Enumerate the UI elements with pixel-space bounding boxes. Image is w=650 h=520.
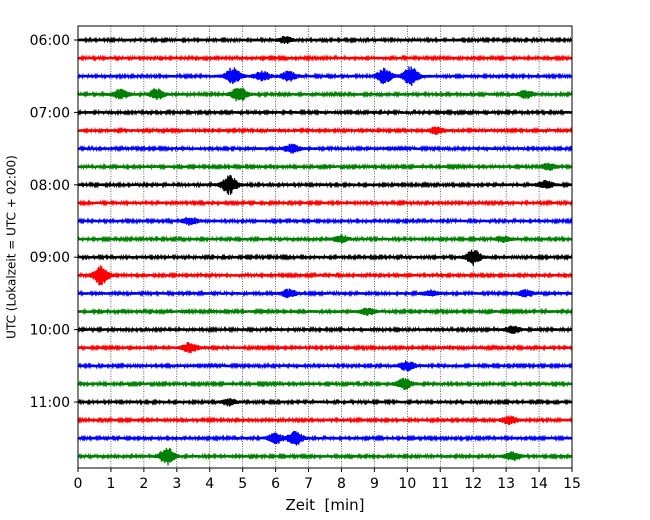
x-tick-label-3: 3 (172, 476, 181, 492)
x-tick-label-12: 12 (464, 476, 482, 492)
trace-0800 (77, 174, 573, 195)
x-tick-label-11: 11 (431, 476, 449, 492)
x-tick-label-8: 8 (337, 476, 346, 492)
grid-lines (110, 26, 540, 468)
trace-0645 (77, 87, 573, 102)
trace-0615 (77, 54, 573, 63)
trace-0945 (77, 307, 573, 316)
trace-0600 (77, 35, 573, 44)
y-tick-label-0600: 06:00 (30, 33, 70, 49)
x-tick-label-4: 4 (205, 476, 214, 492)
x-tick-label-7: 7 (304, 476, 313, 492)
y-tick-label-0900: 09:00 (30, 250, 70, 266)
y-tick-label-0700: 07:00 (30, 105, 70, 121)
trace-0830 (77, 216, 573, 226)
trace-1030 (77, 360, 573, 372)
trace-1000 (77, 325, 573, 334)
trace-0630 (77, 66, 573, 87)
x-tick-label-2: 2 (139, 476, 148, 492)
trace-0745 (77, 162, 573, 172)
trace-1100 (77, 398, 573, 407)
trace-1115 (77, 415, 573, 426)
trace-1145 (77, 447, 573, 466)
trace-1130 (77, 430, 573, 446)
y-tick-label-1000: 10:00 (30, 323, 70, 339)
x-axis-title: Zeit [min] (285, 496, 364, 514)
trace-0930 (77, 288, 573, 299)
seismic-traces (77, 35, 573, 466)
x-axis-ticks: 0 1 2 3 4 5 6 7 8 9 10 11 12 13 14 15 (74, 468, 581, 492)
x-tick-label-15: 15 (563, 476, 581, 492)
x-tick-label-6: 6 (271, 476, 280, 492)
y-tick-label-1100: 11:00 (30, 395, 70, 411)
x-tick-label-13: 13 (497, 476, 515, 492)
trace-0815 (77, 199, 573, 207)
x-tick-label-14: 14 (530, 476, 548, 492)
y-axis-ticks: 06:00 07:00 08:00 09:00 10:00 11:00 (30, 33, 78, 411)
trace-0700 (77, 108, 573, 117)
plot-frame (77, 25, 573, 469)
x-tick-label-5: 5 (238, 476, 247, 492)
x-tick-label-1: 1 (106, 476, 115, 492)
x-tick-label-10: 10 (398, 476, 416, 492)
trace-0915 (77, 265, 573, 286)
trace-0715 (77, 126, 573, 135)
trace-0900 (77, 249, 573, 266)
y-axis-title: UTC (Lokalzeit = UTC + 02:00) (5, 155, 19, 339)
x-tick-label-9: 9 (370, 476, 379, 492)
trace-0845 (77, 234, 573, 244)
y-tick-label-0800: 08:00 (30, 178, 70, 194)
trace-1045 (77, 377, 573, 391)
x-tick-label-0: 0 (74, 476, 83, 492)
trace-1015 (77, 341, 573, 354)
trace-0730 (77, 143, 573, 154)
